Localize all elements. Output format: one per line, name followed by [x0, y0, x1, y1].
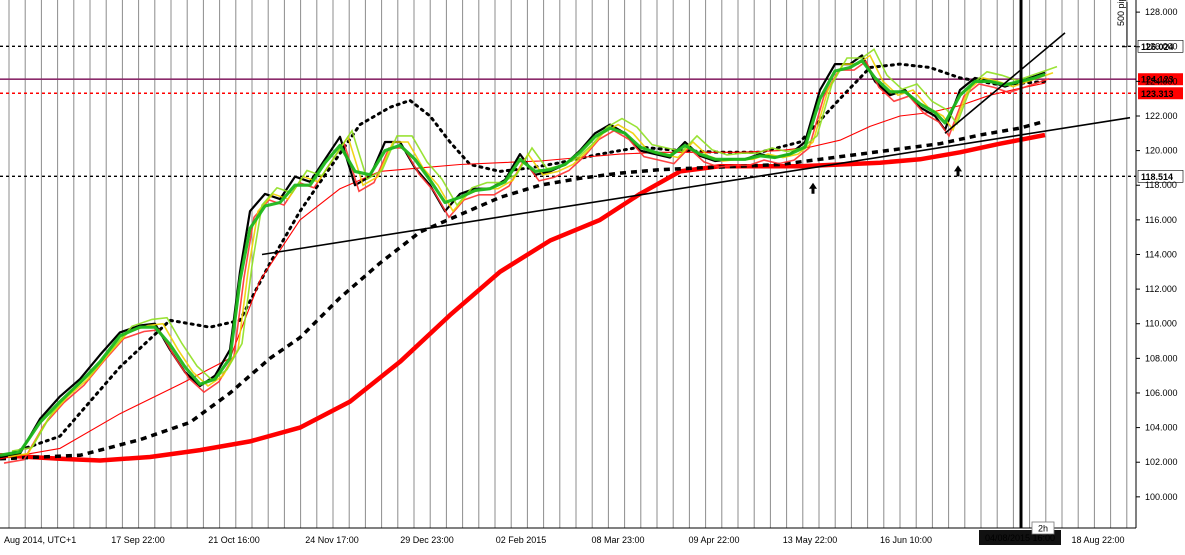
up-arrow-icon: [809, 182, 817, 194]
y-tick-label: 128.000: [1145, 7, 1178, 17]
timeframe-label: 2h: [1038, 524, 1048, 534]
scale-label: 500 pip: [1116, 0, 1126, 26]
price-label: 126.024: [1141, 42, 1174, 52]
price-label: 123.313: [1141, 89, 1174, 99]
up-arrow-icon: [954, 165, 962, 177]
x-tick-label: 21 Oct 16:00: [208, 535, 260, 545]
trendline[interactable]: [261, 116, 1131, 256]
y-axis: 128.000 126.000 124.000 122.000 120.000 118.0…: [1116, 0, 1178, 528]
series-group: [0, 48, 1058, 464]
y-tick-label: 118.000: [1145, 180, 1177, 190]
series-line-ma-thickest: [0, 132, 1046, 463]
grid-lines: [8, 0, 1128, 528]
x-tick-label: 24 Nov 17:00: [305, 535, 359, 545]
price-label-box: [1137, 170, 1184, 183]
x-tick-label: 02 Feb 2015: [496, 535, 547, 545]
y-tick-label: 102.000: [1145, 457, 1178, 467]
crosshair-date-label: 04/08/2015 16:00: [985, 533, 1055, 543]
trendline[interactable]: [944, 32, 1066, 134]
y-tick-label: 114.000: [1145, 249, 1177, 259]
x-tick-label: 08 Mar 23:00: [591, 535, 644, 545]
y-tick-label: 116.000: [1145, 215, 1177, 225]
price-label-box: [1138, 73, 1183, 86]
horizontal-levels: 126.024 124.123 123.313 118.514: [0, 40, 1184, 183]
x-tick-label: 18 Aug 22:00: [1071, 535, 1124, 545]
y-tick-label: 108.000: [1145, 353, 1178, 363]
x-axis: Aug 2014, UTC+1 17 Sep 22:00 21 Oct 16:00 2…: [0, 521, 1136, 545]
y-tick-label: 100.000: [1145, 492, 1178, 502]
trendlines[interactable]: [261, 32, 1131, 256]
x-tick-label: 29 Dec 23:00: [400, 535, 454, 545]
y-tick-label: 110.000: [1145, 319, 1177, 329]
x-tick-label: 09 Apr 22:00: [688, 535, 739, 545]
y-tick-label: 126.000: [1145, 42, 1178, 52]
price-label: 124.123: [1141, 75, 1174, 85]
x-tick-label: 16 Jun 10:00: [880, 535, 932, 545]
x-tick-label: 17 Sep 22:00: [111, 535, 165, 545]
y-tick-label: 106.000: [1145, 388, 1178, 398]
price-label: 118.514: [1141, 172, 1173, 182]
series-ribbon-line: [3, 60, 1050, 464]
series-line-ma-dotted: [0, 62, 1047, 459]
price-label-box: [1138, 87, 1183, 100]
x-tick-label: 13 May 22:00: [783, 535, 838, 545]
y-tick-label: 122.000: [1145, 111, 1178, 121]
y-tick-label: 124.000: [1145, 76, 1178, 86]
timeframe-tag[interactable]: [1031, 521, 1055, 535]
x-tick-label: Aug 2014, UTC+1: [4, 535, 76, 545]
y-tick-label: 104.000: [1145, 423, 1178, 433]
series-line-ma-thick: [0, 59, 1046, 457]
y-tick-label: 120.000: [1145, 146, 1178, 156]
series-ribbon-line: [7, 54, 1054, 458]
series-line-ma-thin: [0, 82, 1046, 460]
y-tick-label: 112.000: [1145, 284, 1177, 294]
series-line-ma-dashed: [0, 119, 1046, 461]
arrow-markers: [809, 165, 962, 194]
